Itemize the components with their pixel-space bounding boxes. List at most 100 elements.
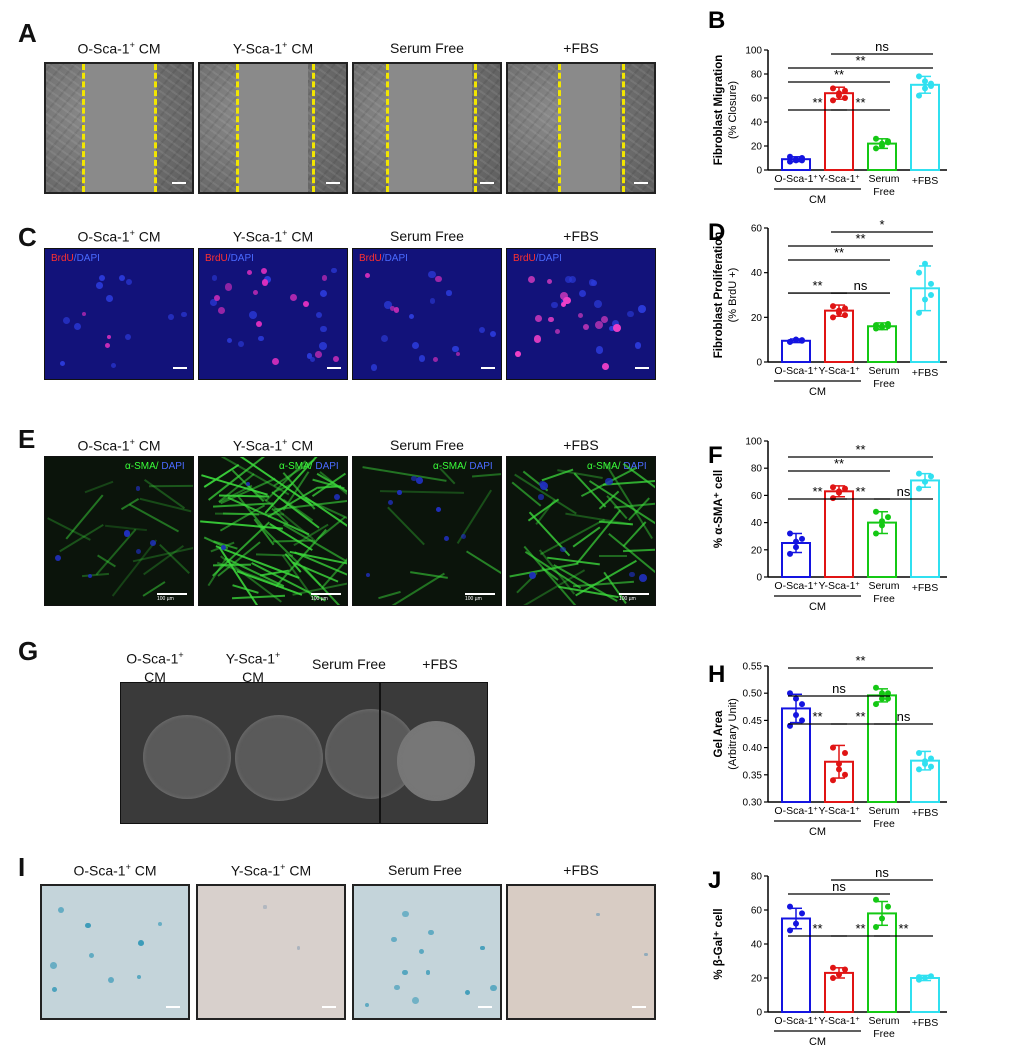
nucleus	[332, 355, 340, 362]
y-tick-label: 20	[751, 313, 763, 324]
x-tick-label: Y-Sca-1+	[818, 365, 859, 377]
actin-fiber	[85, 480, 114, 494]
y-tick-label: 60	[751, 224, 763, 235]
panel-e-title-y: Y-Sca-1+ CM	[232, 437, 314, 454]
nucleus	[627, 311, 634, 318]
nucleus	[612, 324, 622, 333]
nucleus	[82, 312, 87, 317]
nucleus	[306, 352, 313, 359]
nucleus	[489, 330, 497, 338]
actin-fiber	[465, 550, 501, 598]
nucleus	[578, 289, 587, 298]
data-point	[836, 760, 842, 767]
y-tick-label: 0.35	[743, 770, 763, 781]
nucleus	[135, 549, 141, 555]
nucleus	[560, 301, 566, 307]
y-tick-label: 80	[751, 70, 763, 81]
nucleus	[98, 274, 105, 281]
panel-letter-a: A	[18, 18, 37, 48]
nucleus	[452, 345, 459, 353]
data-point	[879, 690, 885, 697]
data-point	[830, 777, 836, 784]
x-tick-label: Free	[873, 186, 895, 198]
nucleus	[137, 939, 144, 946]
y-tick-label: 0	[756, 1008, 762, 1019]
panel-letter-h: H	[708, 661, 725, 688]
significance-label: **	[834, 67, 844, 82]
x-tick-label: Serum	[869, 1015, 900, 1027]
nucleus	[432, 357, 439, 363]
nucleus	[106, 295, 114, 303]
nucleus	[559, 291, 569, 301]
stain-label: α-SMA/ DAPI	[587, 461, 647, 472]
stain-label: α-SMA/ DAPI	[433, 461, 493, 472]
data-point	[842, 312, 848, 319]
y-tick-label: 80	[751, 464, 763, 475]
y-tick-label: 60	[751, 906, 763, 917]
nucleus	[123, 530, 131, 538]
nucleus	[364, 273, 370, 279]
data-point	[793, 156, 799, 163]
nucleus	[246, 481, 251, 486]
data-point	[873, 508, 879, 515]
data-point	[830, 97, 836, 104]
panel-letter-i: I	[18, 852, 26, 882]
bgal-image-sf	[352, 884, 502, 1020]
nucleus	[393, 307, 400, 313]
y-tick-label: 40	[751, 268, 763, 279]
actin-fiber	[65, 494, 104, 540]
nucleus	[490, 984, 497, 991]
nucleus	[529, 571, 537, 579]
data-point	[842, 95, 848, 101]
nucleus	[560, 546, 566, 552]
nucleus	[88, 573, 93, 578]
superscript: +	[814, 366, 818, 373]
scale-text: 100 µm	[157, 596, 174, 602]
nucleus	[95, 282, 103, 289]
x-tick-label: Free	[873, 818, 895, 830]
y-tick-label: 40	[751, 118, 763, 129]
y-tick-label: 0.45	[743, 716, 763, 727]
sma-image-o: α-SMA/ DAPI 100 µm	[44, 456, 194, 606]
y-tick-label: 0	[756, 573, 762, 584]
data-point	[787, 903, 793, 910]
stain-label: BrdU/DAPI	[51, 253, 100, 264]
bar	[824, 92, 854, 171]
y-axis-label-secondary: (% BrdU +)	[727, 268, 739, 323]
nucleus	[263, 905, 267, 909]
bar	[867, 325, 897, 364]
significance-label: **	[812, 484, 822, 499]
panel-e-title-sf: Serum Free	[390, 437, 464, 453]
panel-letter-f: F	[708, 442, 723, 469]
nucleus	[118, 274, 126, 282]
x-tick-label: Serum	[869, 365, 900, 377]
nucleus	[256, 320, 263, 328]
data-point	[922, 85, 928, 92]
actin-fiber	[379, 490, 464, 494]
panel-i-title-fbs: +FBS	[563, 862, 599, 878]
nucleus	[460, 534, 466, 540]
data-point	[842, 750, 848, 757]
data-point	[830, 85, 836, 92]
bar	[781, 917, 811, 1013]
data-point	[928, 763, 934, 770]
bar	[867, 912, 897, 1013]
stain-label: α-SMA/ DAPI	[125, 461, 185, 472]
x-tick-label: Y-Sca-1+	[818, 173, 859, 185]
actin-fiber	[378, 591, 402, 600]
x-tick-label: O-Sca-1+	[774, 365, 817, 377]
significance-label: ns	[832, 879, 846, 894]
x-tick-label: O-Sca-1+	[774, 173, 817, 185]
panel-e-title-fbs: +FBS	[563, 437, 599, 453]
data-point	[916, 974, 922, 981]
nucleus	[73, 323, 81, 331]
data-point	[879, 915, 885, 922]
scratch-image-y	[198, 62, 348, 194]
nucleus	[303, 300, 310, 308]
significance-label: ns	[854, 278, 868, 293]
y-axis-label: % β-Gal⁺ cell	[713, 908, 725, 979]
significance-label: **	[898, 921, 908, 936]
nucleus	[106, 335, 111, 340]
nucleus	[261, 279, 269, 286]
data-point	[836, 971, 842, 978]
